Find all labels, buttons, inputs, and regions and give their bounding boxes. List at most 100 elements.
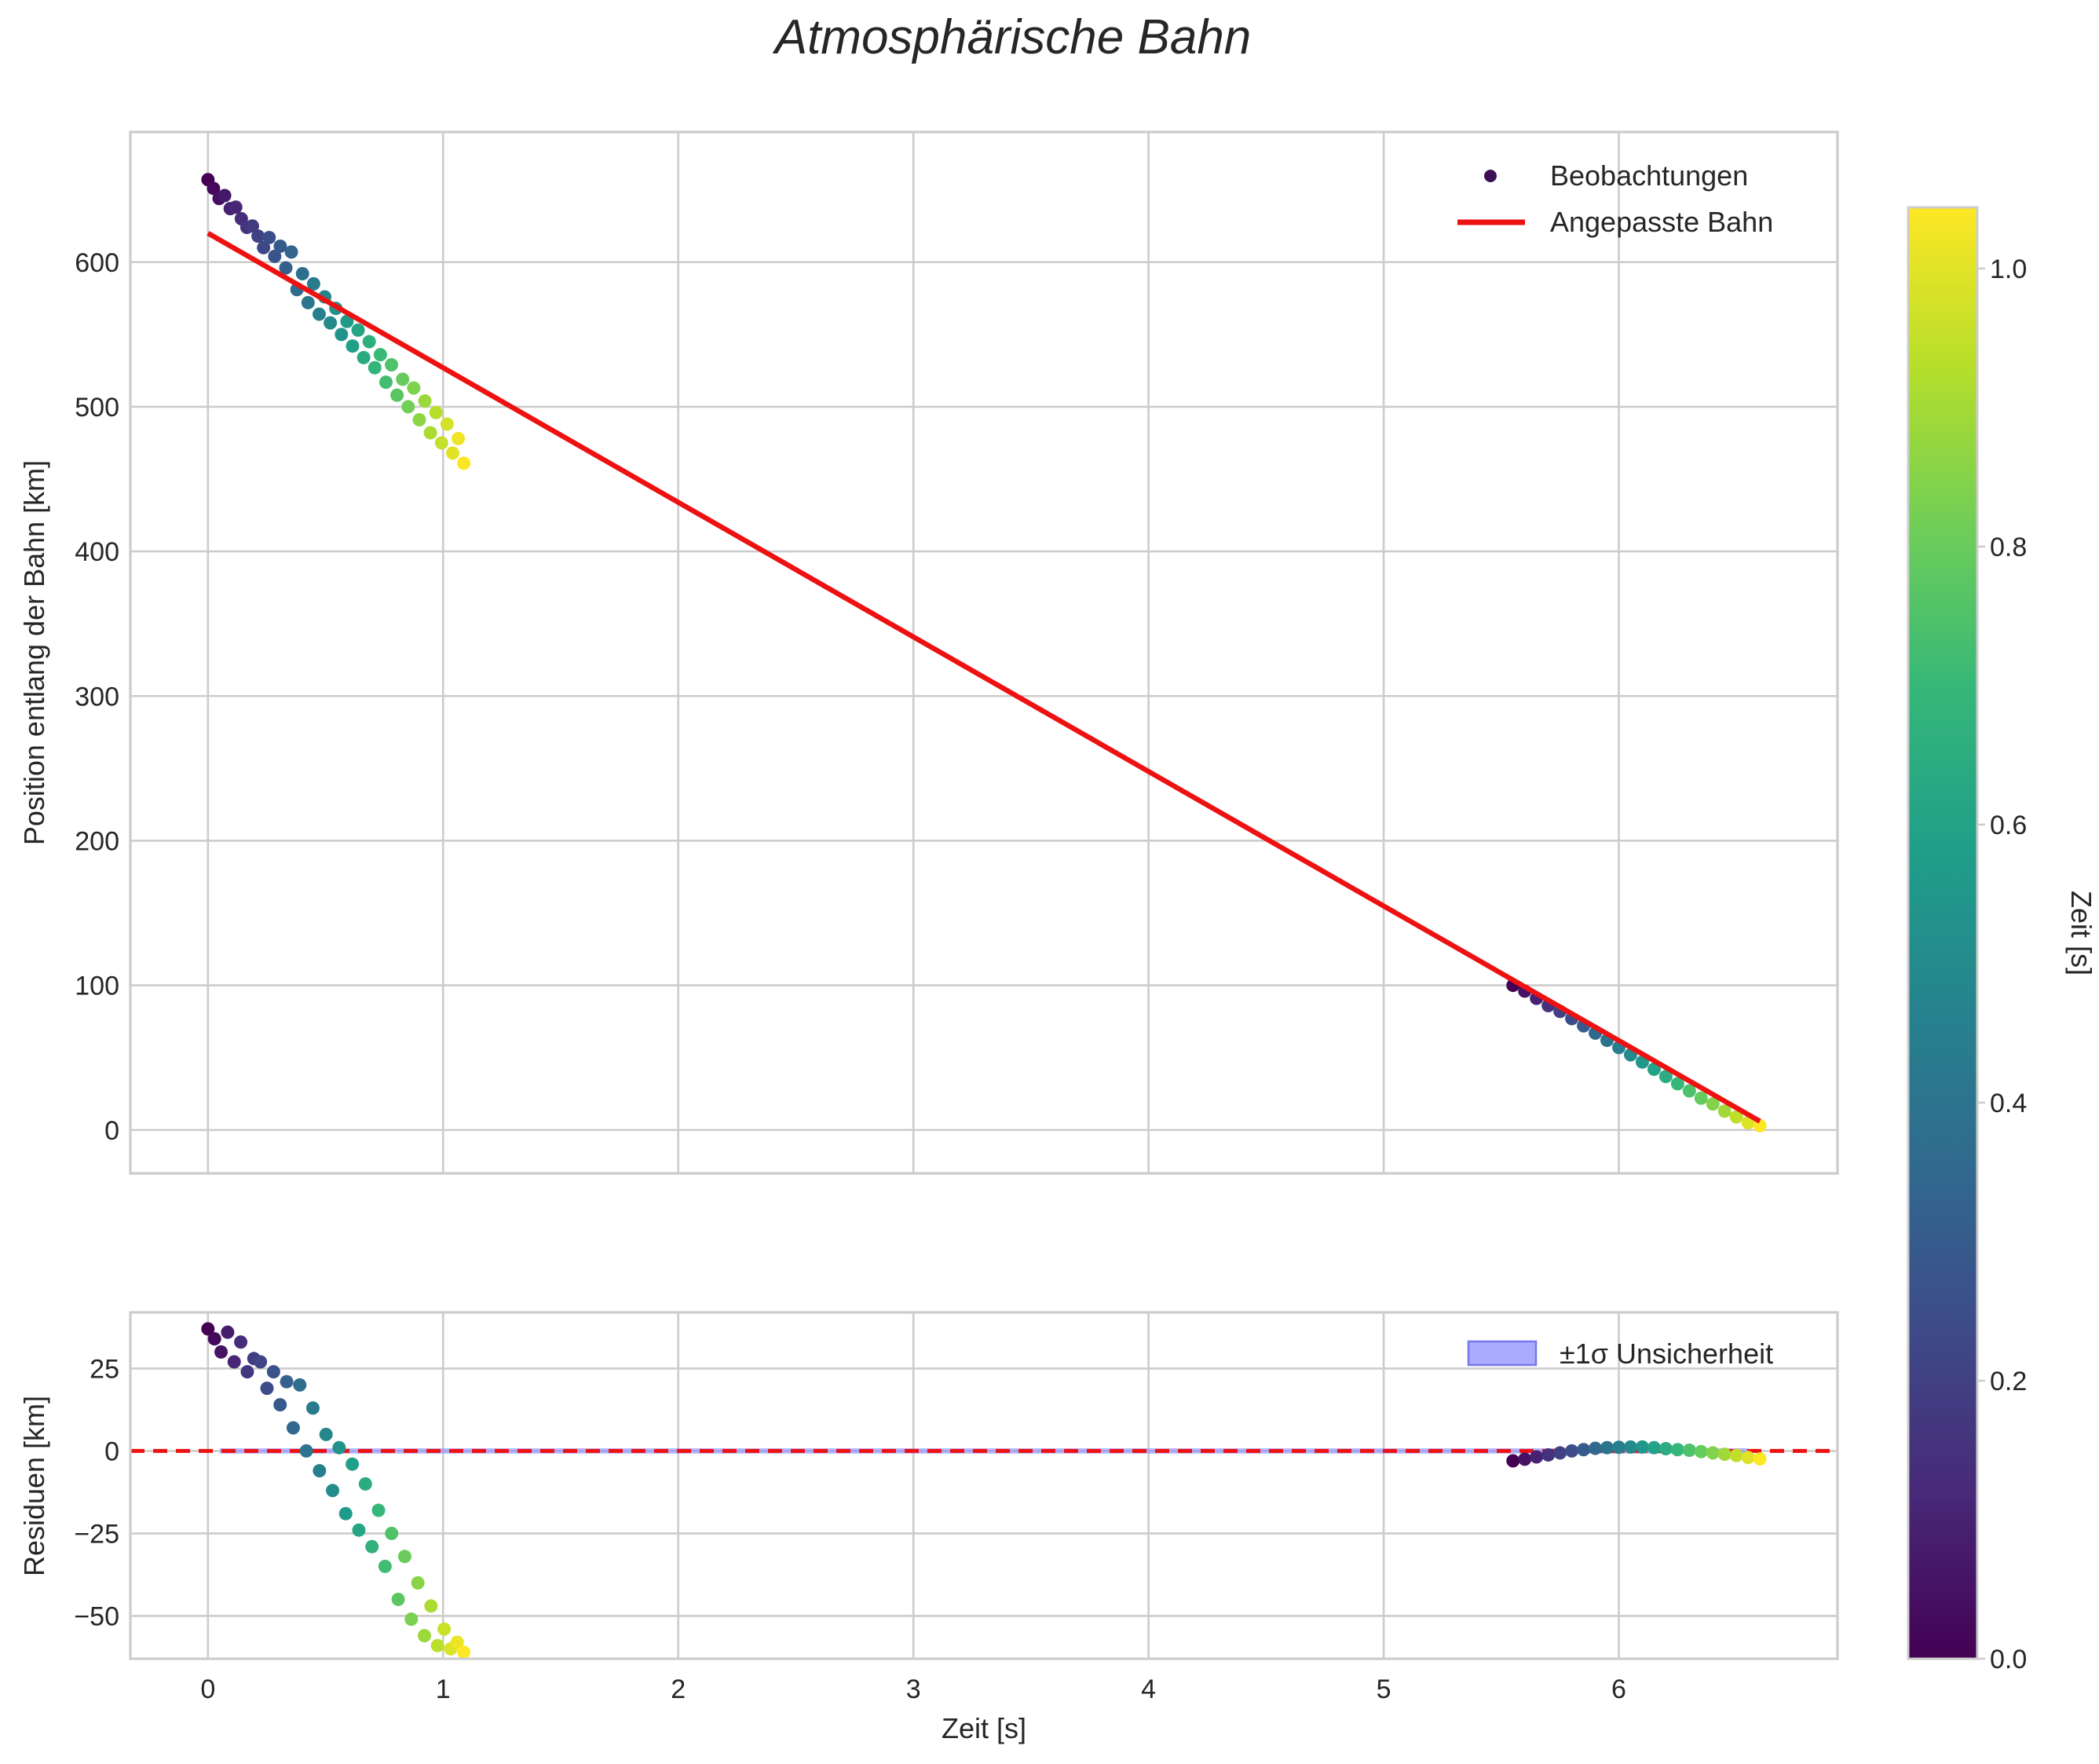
observation-point: [324, 316, 338, 330]
observation-point: [401, 400, 415, 414]
residual-point: [266, 1365, 280, 1379]
residual-point: [457, 1645, 471, 1660]
colorbar-gradient: [1907, 206, 1979, 1660]
residual-point: [240, 1365, 254, 1379]
observation-point: [268, 249, 282, 263]
residual-point: [365, 1539, 379, 1554]
observation-point: [1706, 1097, 1720, 1111]
observation-point: [1717, 1104, 1731, 1118]
residual-point: [1612, 1440, 1626, 1455]
x-axis-label: Zeit [s]: [942, 1712, 1026, 1744]
residual-point: [385, 1526, 399, 1540]
observation-point: [1694, 1091, 1708, 1105]
legend-label-uncertainty: ±1σ Unsicherheit: [1560, 1338, 1773, 1370]
residual-point: [1553, 1446, 1567, 1460]
colorbar-tick-label: 1.0: [1990, 254, 2027, 284]
observation-point: [396, 372, 410, 386]
y-tick-label: 25: [90, 1354, 119, 1384]
observation-point: [301, 295, 315, 309]
x-tick-label: 0: [200, 1674, 215, 1704]
residual-point: [1741, 1451, 1755, 1465]
residual-point: [1623, 1440, 1637, 1454]
colorbar-label: Zeit [s]: [2065, 891, 2097, 975]
residual-point: [201, 1322, 215, 1336]
residuals-scatter-points: [201, 1322, 1767, 1660]
main-legend: Beobachtungen Angepasste Bahn: [1457, 159, 1773, 238]
residual-point: [424, 1599, 438, 1613]
main-gridlines: [130, 132, 1838, 1173]
main-y-tick-labels: 0 100 200 300 400 500 600: [75, 248, 119, 1146]
observation-point: [257, 240, 271, 254]
residual-point: [411, 1576, 425, 1590]
residual-point: [1647, 1440, 1661, 1455]
residual-point: [1565, 1444, 1579, 1458]
residual-point: [273, 1398, 287, 1412]
residuals-plot-background: [130, 1312, 1838, 1659]
residual-point: [1518, 1452, 1532, 1466]
residual-point: [1600, 1440, 1614, 1455]
residual-point: [352, 1523, 366, 1537]
legend-marker-beobachtungen: [1484, 170, 1497, 182]
residual-point: [1682, 1444, 1696, 1458]
residual-point: [397, 1550, 411, 1564]
y-tick-label: 600: [75, 248, 119, 278]
legend-label-beobachtungen: Beobachtungen: [1550, 159, 1748, 192]
residual-point: [1577, 1443, 1591, 1457]
observation-point: [378, 375, 393, 390]
observation-point: [312, 307, 326, 321]
main-plot-panel: 0 100 200 300 400 500 600 Position entlang der…: [18, 130, 1839, 1175]
observation-point: [1658, 1070, 1673, 1084]
colorbar-tick-label: 0.4: [1990, 1089, 2027, 1118]
residual-point: [371, 1503, 386, 1517]
residual-point: [1589, 1441, 1603, 1455]
observation-point: [1670, 1077, 1684, 1091]
x-tick-label: 1: [436, 1674, 451, 1704]
observation-point: [279, 261, 293, 275]
observation-point: [340, 314, 354, 328]
main-plot-frame: [129, 130, 1839, 1175]
residual-point: [1658, 1441, 1673, 1455]
residual-point: [1694, 1444, 1708, 1458]
observation-point: [1647, 1062, 1661, 1076]
residual-point: [293, 1378, 307, 1392]
residual-point: [1541, 1447, 1556, 1462]
residual-point: [227, 1355, 241, 1369]
x-tick-label: 6: [1611, 1674, 1626, 1704]
residual-point: [299, 1444, 313, 1458]
observation-point: [434, 436, 448, 450]
observation-point: [351, 323, 365, 337]
residuals-plot-frame: [129, 1311, 1839, 1660]
observation-point: [423, 426, 437, 440]
legend-marker-uncertainty: [1467, 1340, 1538, 1367]
residuals-plot-panel: −50 −25 0 25 0 1 2 3 4 5 6 Residuen [km] Zeit [s]…: [18, 1311, 1839, 1744]
residual-point: [305, 1401, 320, 1415]
y-tick-label: 400: [75, 537, 119, 567]
x-tick-label: 3: [906, 1674, 921, 1704]
residual-point: [1530, 1450, 1544, 1464]
residual-point: [450, 1635, 464, 1649]
residual-point: [280, 1374, 294, 1389]
residual-point: [286, 1421, 300, 1435]
observation-point: [357, 350, 371, 364]
residual-point: [1670, 1443, 1684, 1457]
observation-point: [346, 339, 360, 353]
observation-point: [218, 188, 232, 203]
observation-point: [1682, 1084, 1696, 1098]
residual-point: [260, 1382, 274, 1396]
observation-point: [440, 417, 454, 431]
y-tick-label: −25: [74, 1519, 119, 1549]
residual-point: [326, 1484, 340, 1498]
fit-line: [207, 231, 1761, 1124]
observation-point: [1729, 1110, 1743, 1124]
residual-point: [332, 1440, 346, 1455]
observation-point: [335, 328, 349, 342]
y-tick-label: −50: [74, 1601, 119, 1631]
colorbar: 0.0 0.2 0.4 0.6 0.8 1.0 Zeit [s]: [1907, 206, 2097, 1674]
residuals-y-tick-labels: −50 −25 0 25: [74, 1354, 119, 1631]
residual-point: [1753, 1451, 1767, 1466]
residual-point: [1729, 1448, 1743, 1462]
residual-point: [346, 1457, 360, 1471]
colorbar-tick-label: 0.8: [1990, 532, 2027, 562]
observation-point: [362, 335, 376, 349]
